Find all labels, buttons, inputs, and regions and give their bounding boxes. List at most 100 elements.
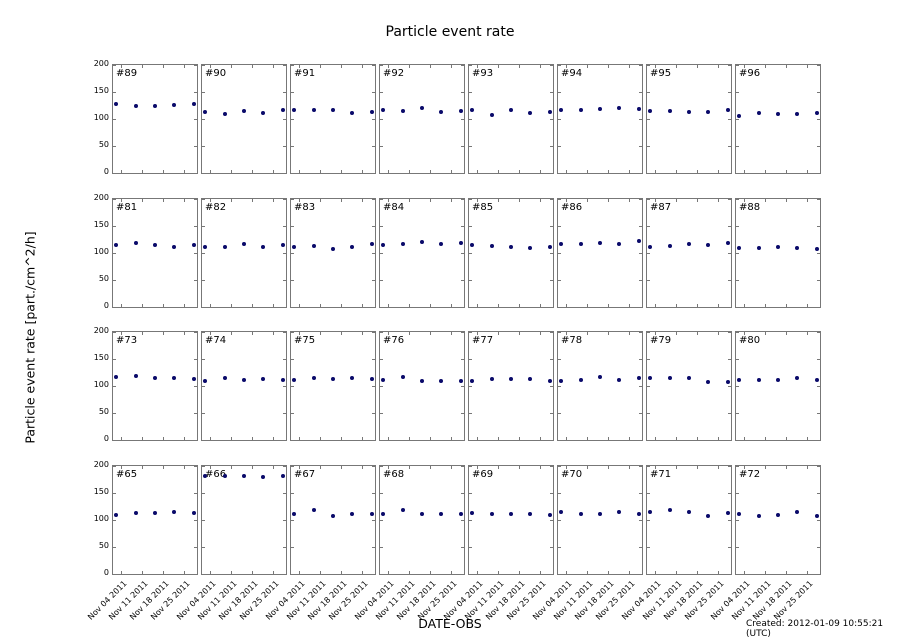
x-tick-mark	[142, 65, 144, 68]
y-tick-mark	[194, 413, 197, 414]
x-tick-mark	[697, 466, 699, 469]
y-tick-mark	[113, 493, 116, 494]
y-tick-mark	[558, 253, 561, 254]
y-tick-mark	[283, 226, 286, 227]
x-tick-mark	[273, 466, 275, 469]
x-tick-mark	[121, 466, 123, 469]
data-point	[528, 245, 533, 250]
data-point	[706, 109, 711, 114]
y-tick-mark	[461, 173, 464, 174]
y-tick-mark	[194, 386, 197, 387]
y-tick-label: 200	[93, 326, 109, 335]
y-tick-mark	[736, 307, 739, 308]
x-tick-mark	[566, 571, 568, 574]
x-tick-mark	[587, 304, 589, 307]
y-tick-mark	[469, 119, 472, 120]
data-point	[489, 376, 494, 381]
data-point	[331, 246, 335, 251]
x-tick-mark	[430, 466, 432, 469]
data-point	[311, 376, 316, 381]
x-tick-mark	[409, 304, 411, 307]
y-tick-mark	[461, 440, 464, 441]
y-tick-mark	[550, 520, 553, 521]
x-tick-mark	[388, 65, 390, 68]
y-tick-mark	[461, 520, 464, 521]
x-tick-mark	[184, 466, 186, 469]
y-tick-label: 50	[98, 140, 109, 149]
x-tick-mark	[430, 170, 432, 173]
y-tick-mark	[113, 226, 116, 227]
x-tick-mark	[451, 199, 453, 202]
x-tick-mark	[341, 332, 343, 335]
y-tick-mark	[639, 226, 642, 227]
y-tick-mark	[372, 359, 375, 360]
x-tick-mark	[786, 332, 788, 335]
y-tick-mark	[550, 547, 553, 548]
data-point	[726, 107, 731, 112]
data-point	[736, 246, 741, 251]
x-tick-mark	[388, 332, 390, 335]
y-tick-mark	[736, 574, 739, 575]
y-tick-mark	[647, 359, 650, 360]
x-tick-mark	[121, 65, 123, 68]
y-tick-mark	[372, 307, 375, 308]
x-tick-mark	[765, 571, 767, 574]
x-tick-mark	[629, 65, 631, 68]
y-tick-mark	[113, 332, 116, 333]
data-point	[469, 378, 474, 383]
x-tick-mark	[341, 571, 343, 574]
data-point	[795, 376, 800, 381]
x-tick-mark	[409, 65, 411, 68]
data-point	[776, 512, 780, 517]
x-tick-mark	[163, 571, 165, 574]
x-tick-mark	[231, 199, 233, 202]
data-point	[133, 374, 138, 379]
y-tick-mark	[647, 92, 650, 93]
data-point	[222, 376, 227, 381]
y-tick-mark	[639, 386, 642, 387]
data-point	[291, 378, 296, 383]
data-point	[400, 507, 405, 512]
data-point	[202, 474, 207, 479]
subplot-panel: #79	[646, 331, 732, 441]
y-tick-mark	[461, 359, 464, 360]
subplot-panel: #66	[201, 465, 287, 575]
y-tick-mark	[291, 547, 294, 548]
x-tick-mark	[807, 65, 809, 68]
data-point	[172, 102, 177, 107]
y-tick-mark	[372, 547, 375, 548]
y-tick-label: 200	[93, 59, 109, 68]
panel-label: #87	[650, 202, 672, 213]
x-tick-mark	[388, 304, 390, 307]
x-tick-mark	[184, 170, 186, 173]
subplot-panel: #74	[201, 331, 287, 441]
x-tick-mark	[807, 437, 809, 440]
y-tick-mark	[113, 146, 116, 147]
subplot-panel: #71	[646, 465, 732, 575]
x-tick-mark	[786, 466, 788, 469]
x-tick-mark	[320, 437, 322, 440]
y-tick-mark	[639, 280, 642, 281]
y-tick-mark	[380, 386, 383, 387]
y-tick-mark	[728, 332, 731, 333]
y-tick-mark	[283, 307, 286, 308]
y-tick-mark	[461, 65, 464, 66]
x-tick-mark	[676, 65, 678, 68]
y-tick-mark	[461, 332, 464, 333]
y-tick-mark	[202, 332, 205, 333]
y-tick-mark	[639, 520, 642, 521]
data-point	[261, 245, 266, 250]
y-tick-mark	[380, 199, 383, 200]
x-tick-mark	[608, 437, 610, 440]
y-tick-mark	[380, 226, 383, 227]
x-tick-mark	[320, 170, 322, 173]
x-tick-mark	[540, 437, 542, 440]
data-point	[617, 241, 622, 246]
data-point	[726, 240, 731, 245]
x-tick-mark	[409, 437, 411, 440]
x-tick-mark	[786, 170, 788, 173]
x-tick-mark	[341, 170, 343, 173]
panel-label: #80	[739, 335, 761, 346]
data-point	[617, 377, 622, 382]
y-tick-mark	[194, 574, 197, 575]
